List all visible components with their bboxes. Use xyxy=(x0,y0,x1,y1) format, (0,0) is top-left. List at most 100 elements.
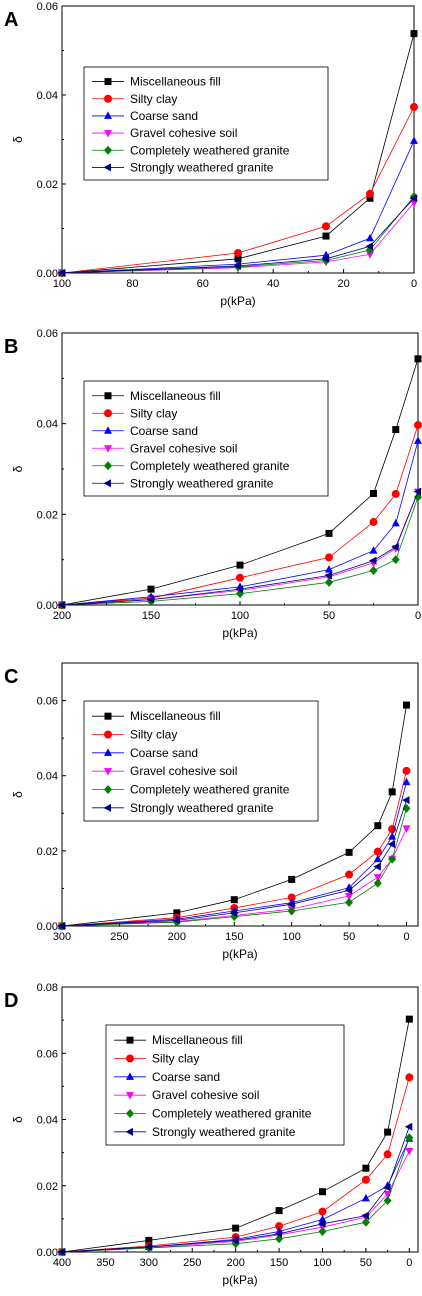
legend-label: Silty clay xyxy=(152,1052,199,1066)
legend-marker xyxy=(104,445,112,453)
legend-label: Miscellaneous fill xyxy=(130,389,221,403)
data-point xyxy=(392,426,400,434)
y-tick-label: 0.06 xyxy=(37,696,58,708)
legend-marker xyxy=(103,479,111,488)
data-point xyxy=(231,1236,239,1245)
legend-marker xyxy=(104,785,112,794)
y-tick-label: 0.06 xyxy=(37,1048,58,1060)
data-point xyxy=(146,595,154,604)
y-axis-label: δ xyxy=(11,1116,25,1123)
series-line xyxy=(61,1019,410,1253)
y-tick-label: 0.00 xyxy=(37,1247,58,1259)
data-point xyxy=(373,878,382,888)
x-tick-label: 200 xyxy=(53,610,71,622)
y-axis-label: δ xyxy=(11,791,25,798)
plot-frame xyxy=(61,662,419,927)
data-point xyxy=(383,1196,392,1206)
legend-label: Coarse sand xyxy=(130,746,198,760)
data-point xyxy=(361,1175,370,1184)
data-point xyxy=(383,1191,392,1199)
legend-label: Coarse sand xyxy=(130,424,198,438)
y-tick-label: 0.02 xyxy=(37,509,58,521)
data-point xyxy=(410,103,418,112)
x-tick-label: 50 xyxy=(323,610,335,622)
legend-label: Completely weathered granite xyxy=(152,1107,312,1121)
data-point xyxy=(388,854,397,864)
data-point xyxy=(391,489,400,498)
data-point xyxy=(233,261,241,270)
data-point xyxy=(322,222,330,231)
data-point xyxy=(387,840,396,849)
legend: Miscellaneous fill Silty clay Coarse sand G… xyxy=(105,1024,345,1146)
data-point xyxy=(373,854,382,863)
y-axis-label: δ xyxy=(11,136,25,143)
series-5 xyxy=(57,487,421,609)
x-tick-label: 150 xyxy=(142,610,160,622)
legend-label: Strongly weathered granite xyxy=(130,160,274,174)
data-point xyxy=(325,577,333,587)
legend-marker xyxy=(126,1036,134,1044)
y-tick-label: 0.00 xyxy=(37,600,58,612)
data-point xyxy=(402,796,410,805)
legend-marker xyxy=(104,392,112,400)
legend-box xyxy=(83,700,319,822)
series-4 xyxy=(58,492,422,610)
x-tick-label: 40 xyxy=(267,278,279,290)
y-axis-label: δ xyxy=(11,465,25,472)
x-tick-label: 50 xyxy=(360,1257,372,1269)
data-point xyxy=(322,232,330,240)
series-5 xyxy=(57,796,410,930)
legend-label: Gravel cohesive soil xyxy=(130,126,237,140)
legend-marker xyxy=(104,130,112,138)
legend-label: Strongly weathered granite xyxy=(130,476,274,490)
data-point xyxy=(366,251,374,259)
legend-label: Coarse sand xyxy=(130,109,198,123)
data-point xyxy=(361,1193,370,1202)
legend-marker xyxy=(104,111,112,119)
legend-label: Completely weathered granite xyxy=(130,783,290,797)
x-tick-label: 250 xyxy=(110,931,128,943)
x-tick-label: 100 xyxy=(313,1257,331,1269)
x-tick-label: 150 xyxy=(225,931,243,943)
data-point xyxy=(402,777,411,786)
data-point xyxy=(147,585,155,593)
data-point xyxy=(361,1211,369,1220)
data-point xyxy=(374,822,382,830)
x-tick-label: 0 xyxy=(406,1257,412,1269)
legend-label: Coarse sand xyxy=(152,1070,220,1084)
y-tick-label: 0.06 xyxy=(37,328,58,340)
y-tick-label: 0.00 xyxy=(37,921,58,933)
legend-label: Completely weathered granite xyxy=(130,143,290,157)
data-point xyxy=(405,1133,414,1143)
data-point xyxy=(362,1164,370,1172)
panel-label: B xyxy=(4,336,18,358)
x-axis-label: p(kPa) xyxy=(222,626,257,640)
legend-marker xyxy=(104,94,112,103)
legend-marker xyxy=(104,426,112,434)
legend-label: Gravel cohesive soil xyxy=(130,764,237,778)
x-tick-label: 150 xyxy=(270,1257,288,1269)
data-point xyxy=(235,585,243,594)
data-point xyxy=(366,233,374,242)
x-tick-label: 300 xyxy=(140,1257,158,1269)
series-2 xyxy=(58,1134,414,1255)
series-line xyxy=(61,1126,410,1253)
legend-marker xyxy=(104,712,112,720)
legend-marker xyxy=(104,748,112,756)
x-axis-label: p(kPa) xyxy=(220,294,255,308)
data-point xyxy=(318,1226,327,1236)
data-point xyxy=(345,892,354,901)
legend-label: Miscellaneous fill xyxy=(130,709,221,723)
chart-panel-a: A 0.00 0.02 0.04 0.06 100 80 60 40 20 0 p(kPa) δ Misc… xyxy=(4,1,418,308)
legend-marker xyxy=(104,461,112,471)
data-point xyxy=(325,565,333,573)
data-point xyxy=(366,194,374,202)
legend-marker xyxy=(126,1072,134,1080)
data-point xyxy=(405,1147,414,1156)
x-tick-label: 0 xyxy=(403,931,409,943)
data-point xyxy=(373,874,382,882)
data-point xyxy=(57,269,65,277)
series-line xyxy=(61,828,407,927)
data-point xyxy=(275,1222,284,1231)
